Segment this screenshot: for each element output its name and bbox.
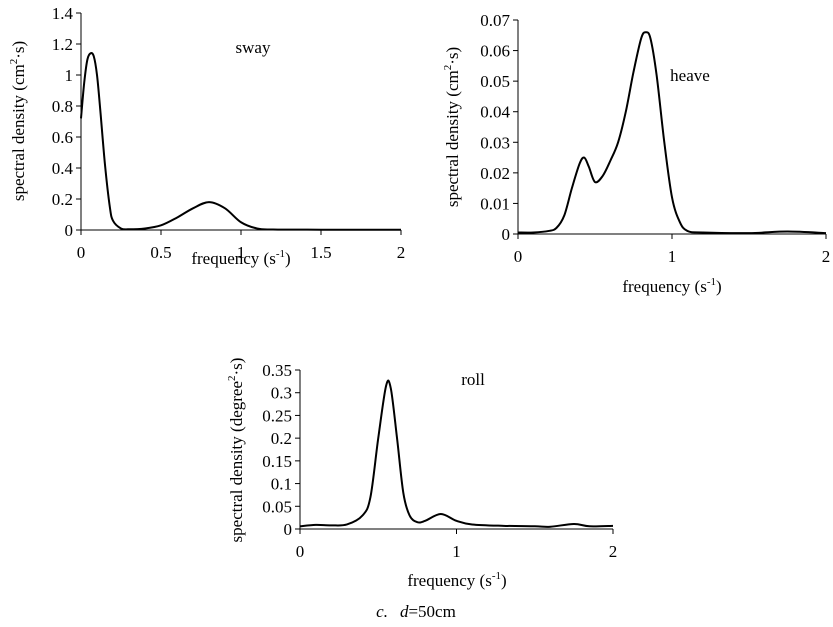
caption-part: =50cm (408, 602, 455, 621)
label-part: ) (716, 277, 722, 296)
x-axis-label: frequency (s-1) (191, 248, 290, 268)
y-tick-label: 1.4 (52, 4, 74, 23)
y-tick-label: 0.02 (480, 164, 510, 183)
x-axis-label: frequency (s-1) (622, 276, 721, 296)
y-tick-label: 0 (284, 520, 293, 539)
x-tick-label: 1 (452, 542, 461, 561)
annotation: roll (461, 370, 485, 389)
label-part: spectral density (degree (227, 381, 246, 542)
y-tick-label: 0.6 (52, 128, 73, 147)
label-part: -1 (492, 570, 501, 582)
x-tick-label: 0 (514, 247, 523, 266)
y-tick-label: 0.8 (52, 97, 73, 116)
x-tick-label: 2 (609, 542, 618, 561)
y-tick-label: 0.05 (262, 497, 292, 516)
y-tick-label: 0.15 (262, 452, 292, 471)
annotation: sway (236, 38, 271, 57)
y-axis-label: spectral density (cm2·s) (442, 47, 462, 207)
y-tick-label: 0.2 (271, 429, 292, 448)
label-part: spectral density (cm (443, 70, 462, 207)
x-tick-label: 2 (397, 243, 406, 262)
label-part: 2 (8, 59, 20, 65)
x-tick-label: 0.5 (150, 243, 171, 262)
y-tick-label: 0.25 (262, 406, 292, 425)
y-tick-label: 0.03 (480, 133, 510, 152)
x-axis-label: frequency (s-1) (407, 570, 506, 590)
y-axis-label: spectral density (degree2·s) (226, 358, 246, 543)
y-tick-label: 1 (65, 66, 74, 85)
y-tick-label: 0.4 (52, 159, 74, 178)
y-tick-label: 0.06 (480, 42, 510, 61)
label-part: ·s) (227, 358, 246, 376)
x-tick-label: 0 (296, 542, 305, 561)
label-part: frequency (s (407, 571, 492, 590)
x-tick-label: 1.5 (310, 243, 331, 262)
label-part: spectral density (cm (9, 64, 28, 201)
y-tick-label: 0.2 (52, 190, 73, 209)
y-tick-label: 0.05 (480, 72, 510, 91)
y-tick-label: 1.2 (52, 35, 73, 54)
label-part: frequency (s (191, 249, 276, 268)
annotation: heave (670, 66, 710, 85)
y-tick-label: 0.1 (271, 475, 292, 494)
series-line (299, 379, 614, 528)
label-part: ·s) (9, 41, 28, 59)
series-line (517, 31, 827, 235)
label-part: -1 (276, 248, 285, 260)
label-part: ) (501, 571, 507, 590)
caption-part: d (400, 602, 409, 621)
x-tick-label: 1 (668, 247, 677, 266)
y-tick-label: 0.3 (271, 384, 292, 403)
y-tick-label: 0.35 (262, 361, 292, 380)
caption: c. d=50cm (376, 602, 456, 621)
x-tick-label: 1 (237, 243, 246, 262)
y-axis-label: spectral density (cm2·s) (8, 41, 28, 201)
label-part: -1 (707, 276, 716, 288)
x-tick-label: 2 (822, 247, 831, 266)
y-tick-label: 0.07 (480, 11, 510, 30)
x-tick-label: 0 (77, 243, 86, 262)
y-tick-label: 0.04 (480, 103, 510, 122)
label-part: ) (285, 249, 291, 268)
y-tick-label: 0 (65, 221, 74, 240)
label-part: 2 (442, 65, 454, 71)
label-part: ·s) (443, 47, 462, 65)
series-line (80, 52, 402, 231)
label-part: 2 (226, 376, 238, 382)
caption-part: c. (376, 602, 388, 621)
label-part: frequency (s (622, 277, 707, 296)
y-tick-label: 0.01 (480, 194, 510, 213)
y-tick-label: 0 (502, 225, 511, 244)
